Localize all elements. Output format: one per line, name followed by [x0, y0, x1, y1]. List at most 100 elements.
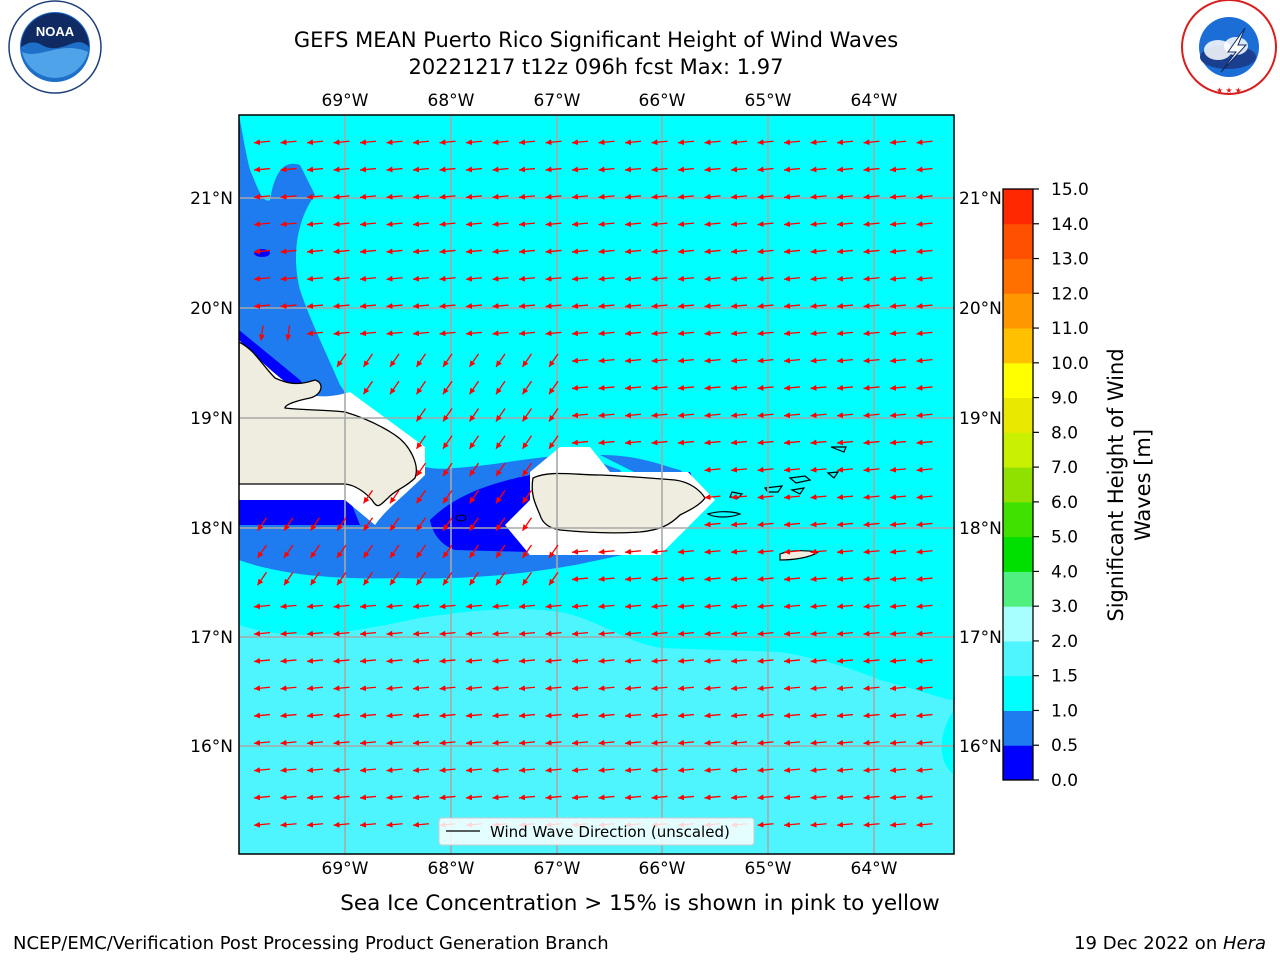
wind-arrow: [704, 248, 721, 255]
wind-arrow: [468, 544, 480, 559]
lon-label-bottom: 65°W: [745, 859, 792, 879]
wind-arrow: [889, 576, 907, 582]
wind-arrow: [783, 221, 801, 228]
wind-arrow: [518, 139, 536, 146]
wind-arrow: [359, 603, 377, 610]
wind-arrow: [757, 794, 774, 801]
wind-arrow: [810, 794, 827, 801]
wind-arrow: [863, 139, 880, 146]
lon-label-bottom: 66°W: [639, 859, 686, 879]
wind-arrow: [598, 548, 615, 555]
wind-arrow: [468, 435, 480, 450]
wind-arrow: [889, 767, 907, 774]
wind-arrow: [677, 794, 695, 801]
colorbar-tick-label: 13.0: [1051, 250, 1089, 270]
wind-arrow: [518, 221, 536, 228]
wind-arrow: [389, 517, 400, 532]
wind-arrow: [518, 657, 536, 664]
wind-arrow: [783, 657, 801, 664]
wind-arrow: [306, 275, 324, 282]
wind-arrow: [730, 767, 748, 774]
wind-arrow: [465, 767, 483, 774]
wind-arrow: [389, 353, 400, 368]
wind-arrow: [253, 221, 271, 228]
wind-arrow: [624, 221, 642, 228]
wind-arrow: [624, 548, 642, 555]
wind-arrow: [916, 330, 933, 337]
wind-arrow: [757, 739, 774, 746]
wind-arrow: [704, 193, 721, 200]
wind-arrow: [677, 357, 695, 364]
wind-arrow: [889, 712, 907, 719]
wind-arrow: [306, 739, 324, 746]
wind-arrow: [916, 712, 933, 719]
wind-arrow: [810, 166, 827, 173]
wind-arrow: [889, 166, 907, 173]
wind-arrow: [783, 303, 801, 309]
wind-arrow: [836, 794, 854, 801]
wind-arrow: [571, 330, 589, 337]
wind-arrow: [677, 248, 695, 255]
colorbar-cell: [1003, 501, 1033, 538]
wind-arrow: [492, 794, 509, 801]
wind-arrow: [704, 521, 721, 528]
wind-arrow: [412, 166, 430, 173]
wind-arrow: [571, 576, 589, 582]
wind-arrow: [704, 357, 721, 364]
wind-arrow: [253, 193, 271, 200]
wind-arrow: [306, 193, 324, 200]
colorbar-cell: [1003, 745, 1033, 781]
colorbar-cell: [1003, 432, 1033, 468]
wind-wave-direction-arrows: [253, 139, 933, 828]
wind-arrow: [677, 412, 695, 419]
wind-arrow: [336, 517, 347, 532]
wind-arrow: [624, 248, 642, 255]
wind-arrow: [256, 517, 268, 532]
wind-arrow: [571, 794, 589, 801]
wind-arrow: [280, 221, 297, 228]
wind-arrow: [253, 767, 271, 774]
lat-label-left: 16°N: [190, 737, 233, 757]
footer-date: 19 Dec 2022 on Hera: [1074, 933, 1266, 954]
colorbar-cell: [1003, 710, 1033, 746]
wind-arrow: [362, 380, 374, 395]
wind-arrow: [810, 357, 827, 364]
wind-arrow: [757, 412, 774, 419]
wind-arrow: [836, 466, 854, 473]
wind-arrow: [389, 544, 400, 559]
wind-arrow: [651, 439, 668, 446]
wind-arrow: [598, 767, 615, 774]
wind-arrow: [521, 490, 533, 504]
wind-arrow: [863, 821, 880, 828]
wind-arrow: [468, 571, 480, 586]
wind-arrow: [836, 821, 854, 828]
wind-arrow: [730, 412, 748, 419]
wind-arrow: [548, 435, 559, 450]
wind-arrow: [518, 794, 536, 801]
wind-arrow: [412, 794, 430, 801]
wind-arrow: [415, 435, 427, 450]
wind-arrow: [468, 490, 480, 504]
wind-arrow: [757, 275, 774, 282]
colorbar-cell: [1003, 189, 1033, 225]
wind-arrow: [651, 657, 668, 664]
wind-arrow: [439, 303, 456, 309]
wind-arrow: [415, 380, 427, 395]
colorbar-tick-label: 8.0: [1051, 423, 1078, 443]
wind-arrow: [677, 439, 695, 446]
wind-arrow: [598, 685, 615, 692]
wind-arrow: [677, 685, 695, 692]
wind-arrow: [889, 466, 907, 473]
wind-arrow: [518, 275, 536, 282]
wind-arrow: [651, 576, 668, 582]
wind-arrow: [783, 739, 801, 746]
wind-arrow: [624, 630, 642, 637]
wind-arrow: [704, 548, 721, 555]
wind-arrow: [916, 439, 933, 446]
wind-arrow: [495, 462, 506, 477]
wind-arrow: [677, 767, 695, 774]
wind-arrow: [598, 603, 615, 610]
wind-arrow: [624, 657, 642, 664]
wind-arrow: [545, 166, 562, 173]
wind-arrow: [783, 521, 801, 528]
